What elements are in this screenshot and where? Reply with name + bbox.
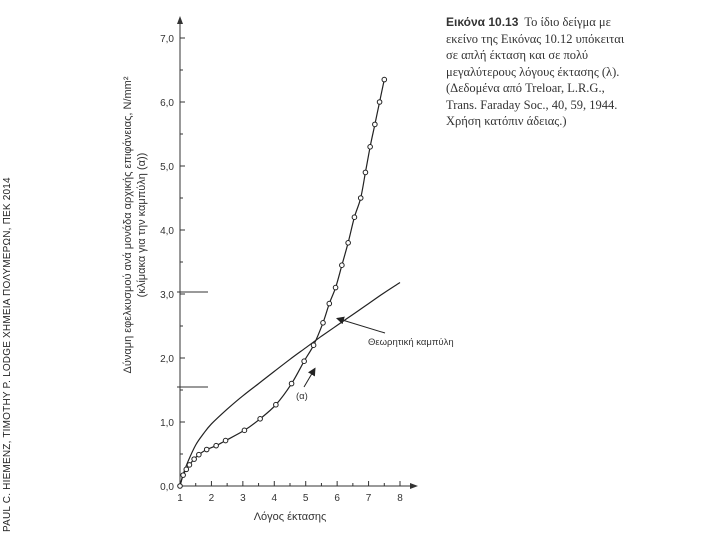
curve-a-point [213, 442, 219, 449]
y-axis-title: Δύναμη εφελκυσμού ανά μονάδα αρχικής επι… [122, 76, 134, 373]
curve-a-point [301, 358, 307, 365]
curve-a-label: (α) [296, 391, 308, 402]
series-layer [177, 76, 401, 489]
reference-marks [177, 291, 208, 388]
curve-a-point [183, 466, 190, 473]
x-axis-title: Λόγος έκτασης [254, 511, 327, 523]
curve-a-point [177, 483, 183, 489]
theoretical-curve-arrow [336, 316, 386, 334]
x-tick-label: 4 [272, 493, 278, 504]
curve-a-point [345, 240, 351, 246]
curve-a-point [288, 380, 295, 387]
curve-a-point [372, 121, 378, 128]
curve-a-point [381, 76, 388, 83]
curve-a-point [186, 462, 193, 468]
curve-a-point [191, 456, 197, 462]
curve-a-point [320, 320, 326, 326]
y-tick-label: 1,0 [160, 418, 174, 429]
y-tick-label: 4,0 [160, 226, 174, 237]
curve-a-point [203, 446, 210, 453]
y-tick-label: 5,0 [160, 162, 174, 173]
curve-a-point [180, 472, 186, 478]
curve-a-point [332, 284, 339, 291]
y-tick-label: 3,0 [160, 290, 174, 301]
y-tick-label: 0,0 [160, 482, 174, 493]
y-axis-subtitle: (κλίμακα για την καμπύλη (α)) [136, 153, 148, 298]
caption-text: Το ίδιο δείγμα με εκείνο της Εικόνας 10.… [446, 15, 625, 128]
curve-a-point [273, 401, 279, 408]
curve-a-point [362, 169, 369, 176]
curve-a-point [222, 437, 229, 444]
x-tick-label: 3 [240, 493, 246, 504]
annotations: Θεωρητική καμπύλη (α) [296, 316, 454, 402]
x-tick-label: 6 [334, 493, 340, 504]
x-axis-arrow [410, 483, 418, 489]
curve-a-point [257, 416, 263, 422]
curve-a-point [241, 427, 248, 434]
axes: 1 2 3 4 5 6 7 8 0,0 1,0 2,0 3,0 4,0 5,0 6,0 7,0 [160, 16, 418, 504]
y-tick-label: 6,0 [160, 98, 174, 109]
theoretical-curve-line [179, 281, 401, 487]
curve-a-point [196, 451, 202, 458]
x-tick-label: 7 [366, 493, 372, 504]
y-tick-label: 7,0 [160, 34, 174, 45]
x-tick-label: 5 [303, 493, 309, 504]
x-tick-label: 1 [177, 493, 183, 504]
curve-a-point [326, 300, 333, 307]
curve-a-point [367, 144, 373, 150]
y-tick-label: 2,0 [160, 354, 174, 365]
caption-label: Εικόνα 10.13 [446, 15, 519, 29]
curve-a-point [310, 342, 317, 349]
curve-a-point [351, 214, 358, 220]
x-tick-label: 2 [209, 493, 215, 504]
curve-a-point [357, 195, 364, 201]
y-axis-arrow [177, 16, 183, 24]
theoretical-curve-label: Θεωρητική καμπύλη [368, 337, 454, 348]
curve-a-point [376, 99, 383, 105]
x-tick-label: 8 [397, 493, 403, 504]
curve-a-arrow [303, 367, 316, 388]
figure-caption: Εικόνα 10.13 Το ίδιο δείγμα με εκείνο της… [446, 14, 636, 130]
curve-a-point [339, 262, 345, 269]
